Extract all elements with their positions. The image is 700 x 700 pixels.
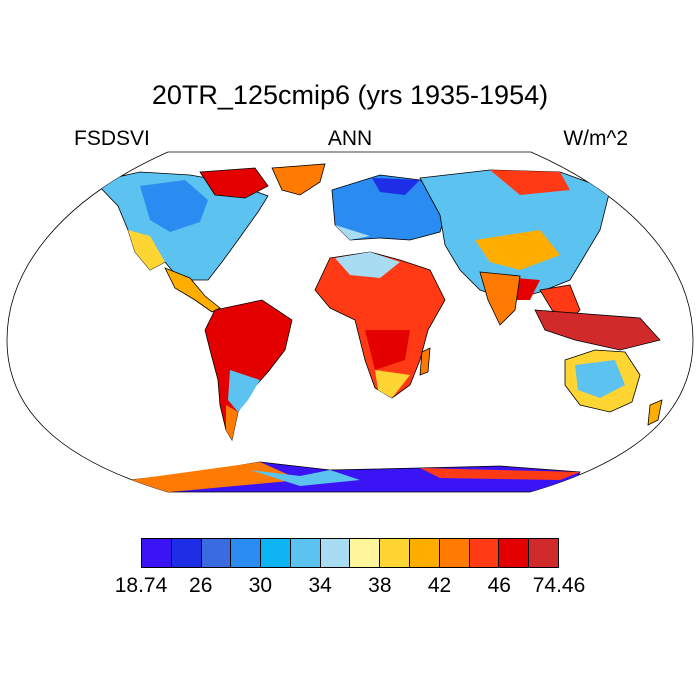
colorbar-box <box>380 539 411 567</box>
colorbar-box <box>171 539 202 567</box>
madagascar <box>419 347 431 376</box>
colorbar-box <box>350 539 381 567</box>
colorbar-tick-label: 34 <box>308 574 332 597</box>
colorbar-box <box>529 539 558 567</box>
africa <box>314 251 446 399</box>
colorbar-box <box>290 539 321 567</box>
colorbar-box <box>469 539 500 567</box>
colorbar <box>141 538 559 568</box>
season-label: ANN <box>327 127 373 150</box>
arctic-islands <box>199 167 269 199</box>
colorbar-box <box>142 539 172 567</box>
greenland <box>271 163 326 196</box>
indonesia <box>534 309 661 351</box>
colorbar-tick-label: 30 <box>248 574 273 597</box>
colorbar-box <box>231 539 262 567</box>
colorbar-tick-label: 42 <box>427 574 452 597</box>
colorbar-tick-label: 26 <box>189 574 213 597</box>
colorbar-box <box>410 539 440 567</box>
colorbar-box <box>261 539 291 567</box>
colorbar-box <box>499 539 530 567</box>
colorbar-tick-label: 74.46 <box>532 574 586 597</box>
new-zealand <box>647 399 663 426</box>
india <box>479 271 521 326</box>
units-label: W/m^2 <box>563 127 628 150</box>
chart-title: 20TR_125cmip6 (yrs 1935-1954) <box>151 80 549 110</box>
colorbar-tick-label: 18.74 <box>114 574 168 597</box>
colorbar-box <box>201 539 232 567</box>
colorbar-tick-label: 38 <box>368 574 392 597</box>
colorbar-tick-label: 46 <box>487 574 511 597</box>
variable-label: FSDSVI <box>74 127 150 150</box>
colorbar-box <box>439 539 470 567</box>
colorbar-box <box>320 539 351 567</box>
